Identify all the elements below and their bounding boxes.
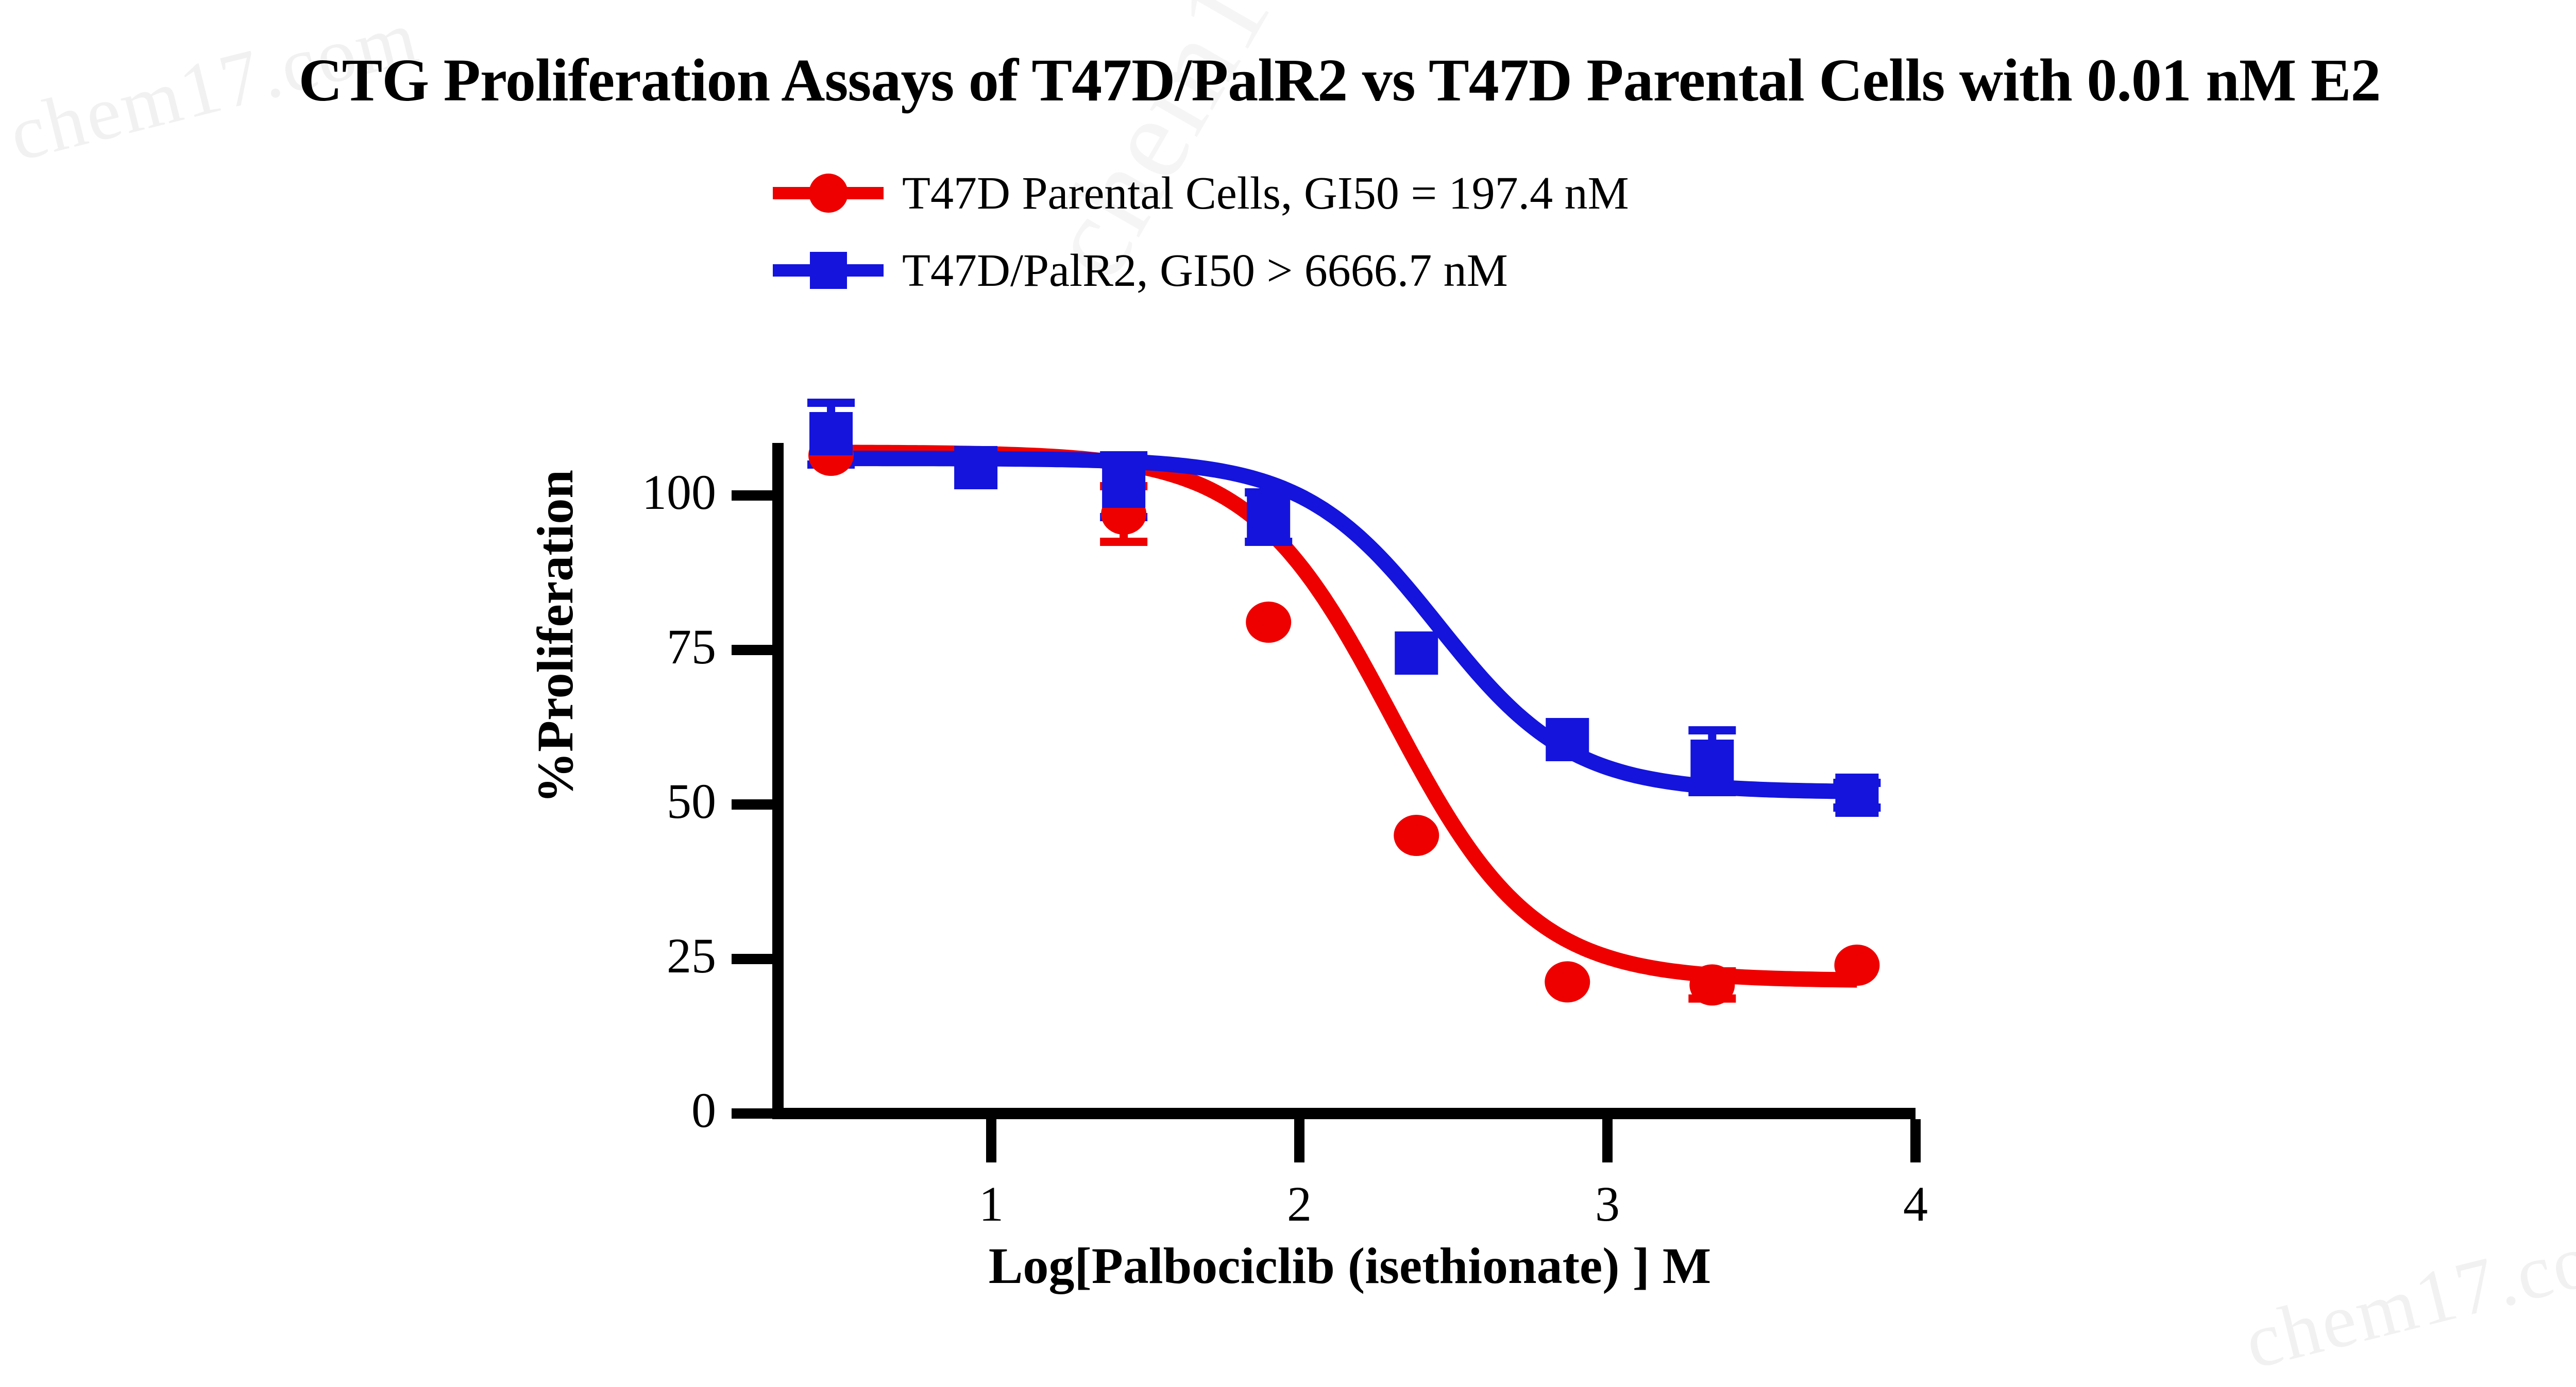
x-tick-label-2: 2 [1287,1176,1312,1231]
data-point-1-5 [1546,718,1589,761]
y-tick-label-75: 75 [667,619,716,674]
square-marker-icon [809,252,847,289]
legend-key-palr2 [773,252,884,289]
x-tick-label-3: 3 [1595,1176,1620,1231]
series-curve-1 [831,451,1857,799]
data-point-1-4 [1395,631,1438,675]
y-tick-label-25: 25 [667,928,716,983]
data-point-0-2 [1246,602,1292,643]
x-axis-title: Log[Palbociclib (isethionate) ] M [988,1237,1711,1294]
y-tick-label-100: 100 [642,465,716,520]
data-point-1-0 [809,412,853,455]
data-point-1-6 [1690,740,1734,783]
legend-item-parental: T47D Parental Cells, GI50 = 197.4 nM [773,155,2112,232]
x-tick-label-1: 1 [979,1176,1004,1231]
data-point-0-3 [1394,815,1439,856]
chart-title: CTG Proliferation Assays of T47D/PalR2 v… [298,46,2381,114]
legend-item-palr2: T47D/PalR2, GI50 > 6666.7 nM [773,232,2112,309]
data-point-1-7 [1835,774,1879,817]
data-point-1-1 [954,446,998,489]
legend-label-palr2: T47D/PalR2, GI50 > 6666.7 nM [902,245,1508,296]
data-point-0-6 [1834,945,1880,986]
y-tick-label-50: 50 [667,774,716,829]
data-point-0-5 [1689,964,1735,1006]
y-tick-label-0: 0 [691,1083,716,1138]
chart-legend: T47D Parental Cells, GI50 = 197.4 nM T47… [773,155,2112,309]
legend-label-parental: T47D Parental Cells, GI50 = 197.4 nM [902,167,1629,219]
data-point-1-2 [1102,465,1146,508]
data-point-0-4 [1545,961,1590,1003]
legend-key-parental [773,174,884,213]
circle-marker-icon [808,174,848,213]
data-point-1-3 [1247,495,1291,539]
x-tick-label-4: 4 [1903,1176,1928,1231]
